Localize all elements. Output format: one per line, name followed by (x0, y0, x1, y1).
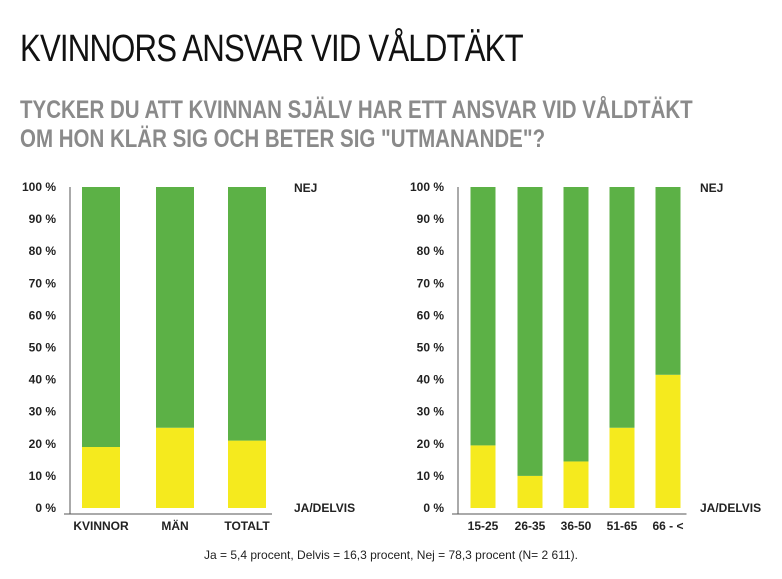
y-tick-label: 70 % (417, 276, 445, 290)
series-label-nej: NEJ (700, 181, 723, 195)
x-category-label: MÄN (161, 518, 188, 533)
bar-segment-ja-delvis (563, 461, 589, 508)
bar-segment-ja-delvis (156, 427, 194, 508)
bar-segment-ja-delvis (82, 447, 120, 508)
x-category-label: KVINNOR (73, 519, 129, 533)
bar-segment-nej (470, 187, 496, 446)
bar-segment-ja-delvis (609, 427, 635, 508)
y-tick-label: 10 % (29, 469, 57, 483)
series-label-nej: NEJ (294, 181, 317, 195)
x-category-label: TOTALT (224, 519, 270, 533)
y-tick-label: 100 % (22, 180, 56, 194)
bar-segment-ja-delvis (655, 374, 681, 508)
series-label-ja-delvis: JA/DELVIS (294, 501, 355, 515)
y-tick-label: 50 % (417, 341, 445, 355)
y-tick-label: 40 % (417, 373, 445, 387)
bar-segment-nej (655, 187, 681, 375)
x-category-label: 51-65 (607, 519, 638, 533)
y-tick-label: 0 % (423, 501, 444, 515)
bar-segment-nej (82, 187, 120, 448)
bar-segment-ja-delvis (228, 440, 266, 508)
page-title: KVINNORS ANSVAR VID VÅLDTÄKT (20, 28, 524, 70)
y-tick-label: 20 % (417, 437, 445, 451)
x-category-label: 15-25 (468, 519, 499, 533)
y-tick-label: 30 % (29, 405, 57, 419)
bar-segment-nej (228, 187, 266, 441)
y-tick-label: 80 % (417, 244, 445, 258)
y-tick-label: 60 % (29, 308, 57, 322)
x-category-label: 36-50 (561, 519, 592, 533)
bar-segment-nej (156, 187, 194, 428)
x-category-label: 66 - < (652, 519, 683, 533)
x-category-label: 26-35 (515, 519, 546, 533)
bar-segment-ja-delvis (517, 475, 543, 508)
y-tick-label: 10 % (417, 469, 445, 483)
y-tick-label: 30 % (417, 405, 445, 419)
y-tick-label: 60 % (417, 308, 445, 322)
y-tick-label: 90 % (417, 212, 445, 226)
bar-segment-nej (609, 187, 635, 428)
footnote: Ja = 5,4 procent, Delvis = 16,3 procent,… (204, 548, 578, 562)
bar-segment-nej (517, 187, 543, 476)
y-tick-label: 70 % (29, 276, 57, 290)
bar-segment-ja-delvis (470, 445, 496, 508)
y-tick-label: 50 % (29, 341, 57, 355)
y-tick-label: 20 % (29, 437, 57, 451)
bar-segment-nej (563, 187, 589, 462)
series-label-ja-delvis: JA/DELVIS (700, 501, 761, 515)
chart-question: TYCKER DU ATT KVINNAN SJÄLV HAR ETT ANSV… (20, 96, 693, 153)
y-tick-label: 80 % (29, 244, 57, 258)
y-tick-label: 40 % (29, 373, 57, 387)
y-tick-label: 100 % (410, 180, 444, 194)
y-tick-label: 90 % (29, 212, 57, 226)
y-tick-label: 0 % (35, 501, 56, 515)
